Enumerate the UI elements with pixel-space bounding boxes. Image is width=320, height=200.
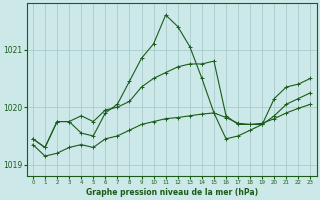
X-axis label: Graphe pression niveau de la mer (hPa): Graphe pression niveau de la mer (hPa) (86, 188, 258, 197)
